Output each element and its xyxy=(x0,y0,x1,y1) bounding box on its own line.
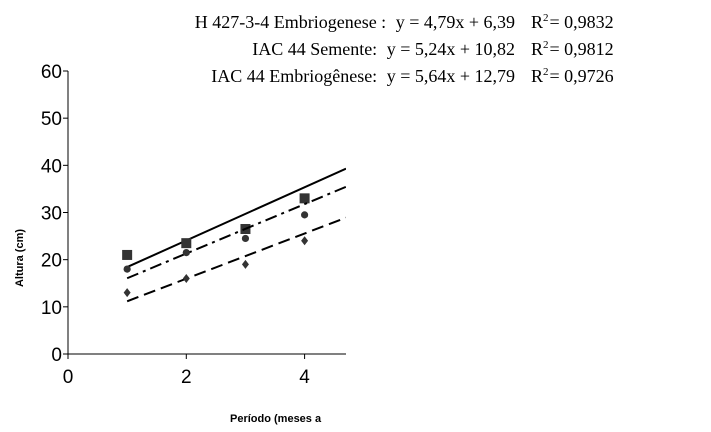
equation-h427-formula: y = 4,79x + 6,39 xyxy=(396,12,515,32)
r2-iac44-semente-prefix: R xyxy=(531,39,543,59)
equation-iac44-semente-text: IAC 44 Semente: y = 5,24x + 10,82 xyxy=(252,39,515,59)
equation-h427: H 427-3-4 Embriogenese : y = 4,79x + 6,3… xyxy=(195,12,614,32)
r2-iac44-embriogenese: R2= 0,9726 xyxy=(531,66,614,86)
r2-h427-prefix: R xyxy=(531,12,543,32)
x-axis-label: Período (meses a xyxy=(230,413,322,425)
equation-h427-label: H 427-3-4 Embriogenese : xyxy=(195,12,386,32)
trendline-circle xyxy=(126,185,346,280)
y-tick-label-50: 50 xyxy=(41,109,62,130)
r2-iac44-semente-exp: 2 xyxy=(543,39,549,51)
marker-square-3 xyxy=(299,193,310,204)
equation-iac44-embriogenese: IAC 44 Embriogênese: y = 5,64x + 12,79 R… xyxy=(211,66,613,86)
r2-h427-value: = 0,9832 xyxy=(550,12,614,32)
plot-area: 0 10 20 30 40 50 60 0 2 4 xyxy=(41,62,346,388)
equation-iac44-embriogenese-formula: y = 5,64x + 12,79 xyxy=(387,66,515,86)
y-tick-label-10: 10 xyxy=(41,298,62,319)
marker-square-1 xyxy=(181,238,192,249)
y-tick-label-60: 60 xyxy=(41,62,62,83)
y-tick-label-30: 30 xyxy=(41,204,62,225)
marker-diamond-0 xyxy=(123,288,131,298)
equation-h427-text: H 427-3-4 Embriogenese : y = 4,79x + 6,3… xyxy=(195,12,515,32)
marker-circle-2 xyxy=(241,234,250,243)
marker-square-0 xyxy=(122,249,133,260)
r2-iac44-embriogenese-prefix: R xyxy=(531,66,543,86)
y-tick-label-20: 20 xyxy=(41,251,62,272)
x-tick-label-4: 4 xyxy=(299,367,310,388)
r2-h427: R2= 0,9832 xyxy=(531,12,614,32)
r2-iac44-semente: R2= 0,9812 xyxy=(531,39,614,59)
marker-circle-0 xyxy=(123,265,131,273)
trendline-square xyxy=(126,167,346,268)
y-tick-label-0: 0 xyxy=(51,345,62,366)
equation-iac44-semente-formula: y = 5,24x + 10,82 xyxy=(387,39,515,59)
trendline-diamond xyxy=(126,216,346,303)
equation-iac44-semente: IAC 44 Semente: y = 5,24x + 10,82 R2= 0,… xyxy=(252,39,613,59)
x-tick-label-2: 2 xyxy=(181,367,192,388)
marker-diamond-3 xyxy=(301,236,309,246)
r2-iac44-embriogenese-exp: 2 xyxy=(543,66,549,78)
equation-iac44-semente-label: IAC 44 Semente: xyxy=(252,39,377,59)
marker-diamond-2 xyxy=(241,259,249,269)
r2-iac44-semente-value: = 0,9812 xyxy=(550,39,614,59)
equations-block: H 427-3-4 Embriogenese : y = 4,79x + 6,3… xyxy=(195,12,614,86)
r2-iac44-embriogenese-value: = 0,9726 xyxy=(550,66,614,86)
equation-iac44-embriogenese-label: IAC 44 Embriogênese: xyxy=(211,66,377,86)
marker-circle-1 xyxy=(182,248,190,257)
r2-h427-exp: 2 xyxy=(543,12,549,24)
marker-circle-3 xyxy=(300,211,309,219)
equation-iac44-embriogenese-text: IAC 44 Embriogênese: y = 5,64x + 12,79 xyxy=(211,66,515,86)
y-axis-label: Altura (cm) xyxy=(14,229,26,287)
y-tick-label-40: 40 xyxy=(41,156,62,177)
marker-diamond-1 xyxy=(182,274,190,284)
x-tick-label-0: 0 xyxy=(63,367,74,388)
